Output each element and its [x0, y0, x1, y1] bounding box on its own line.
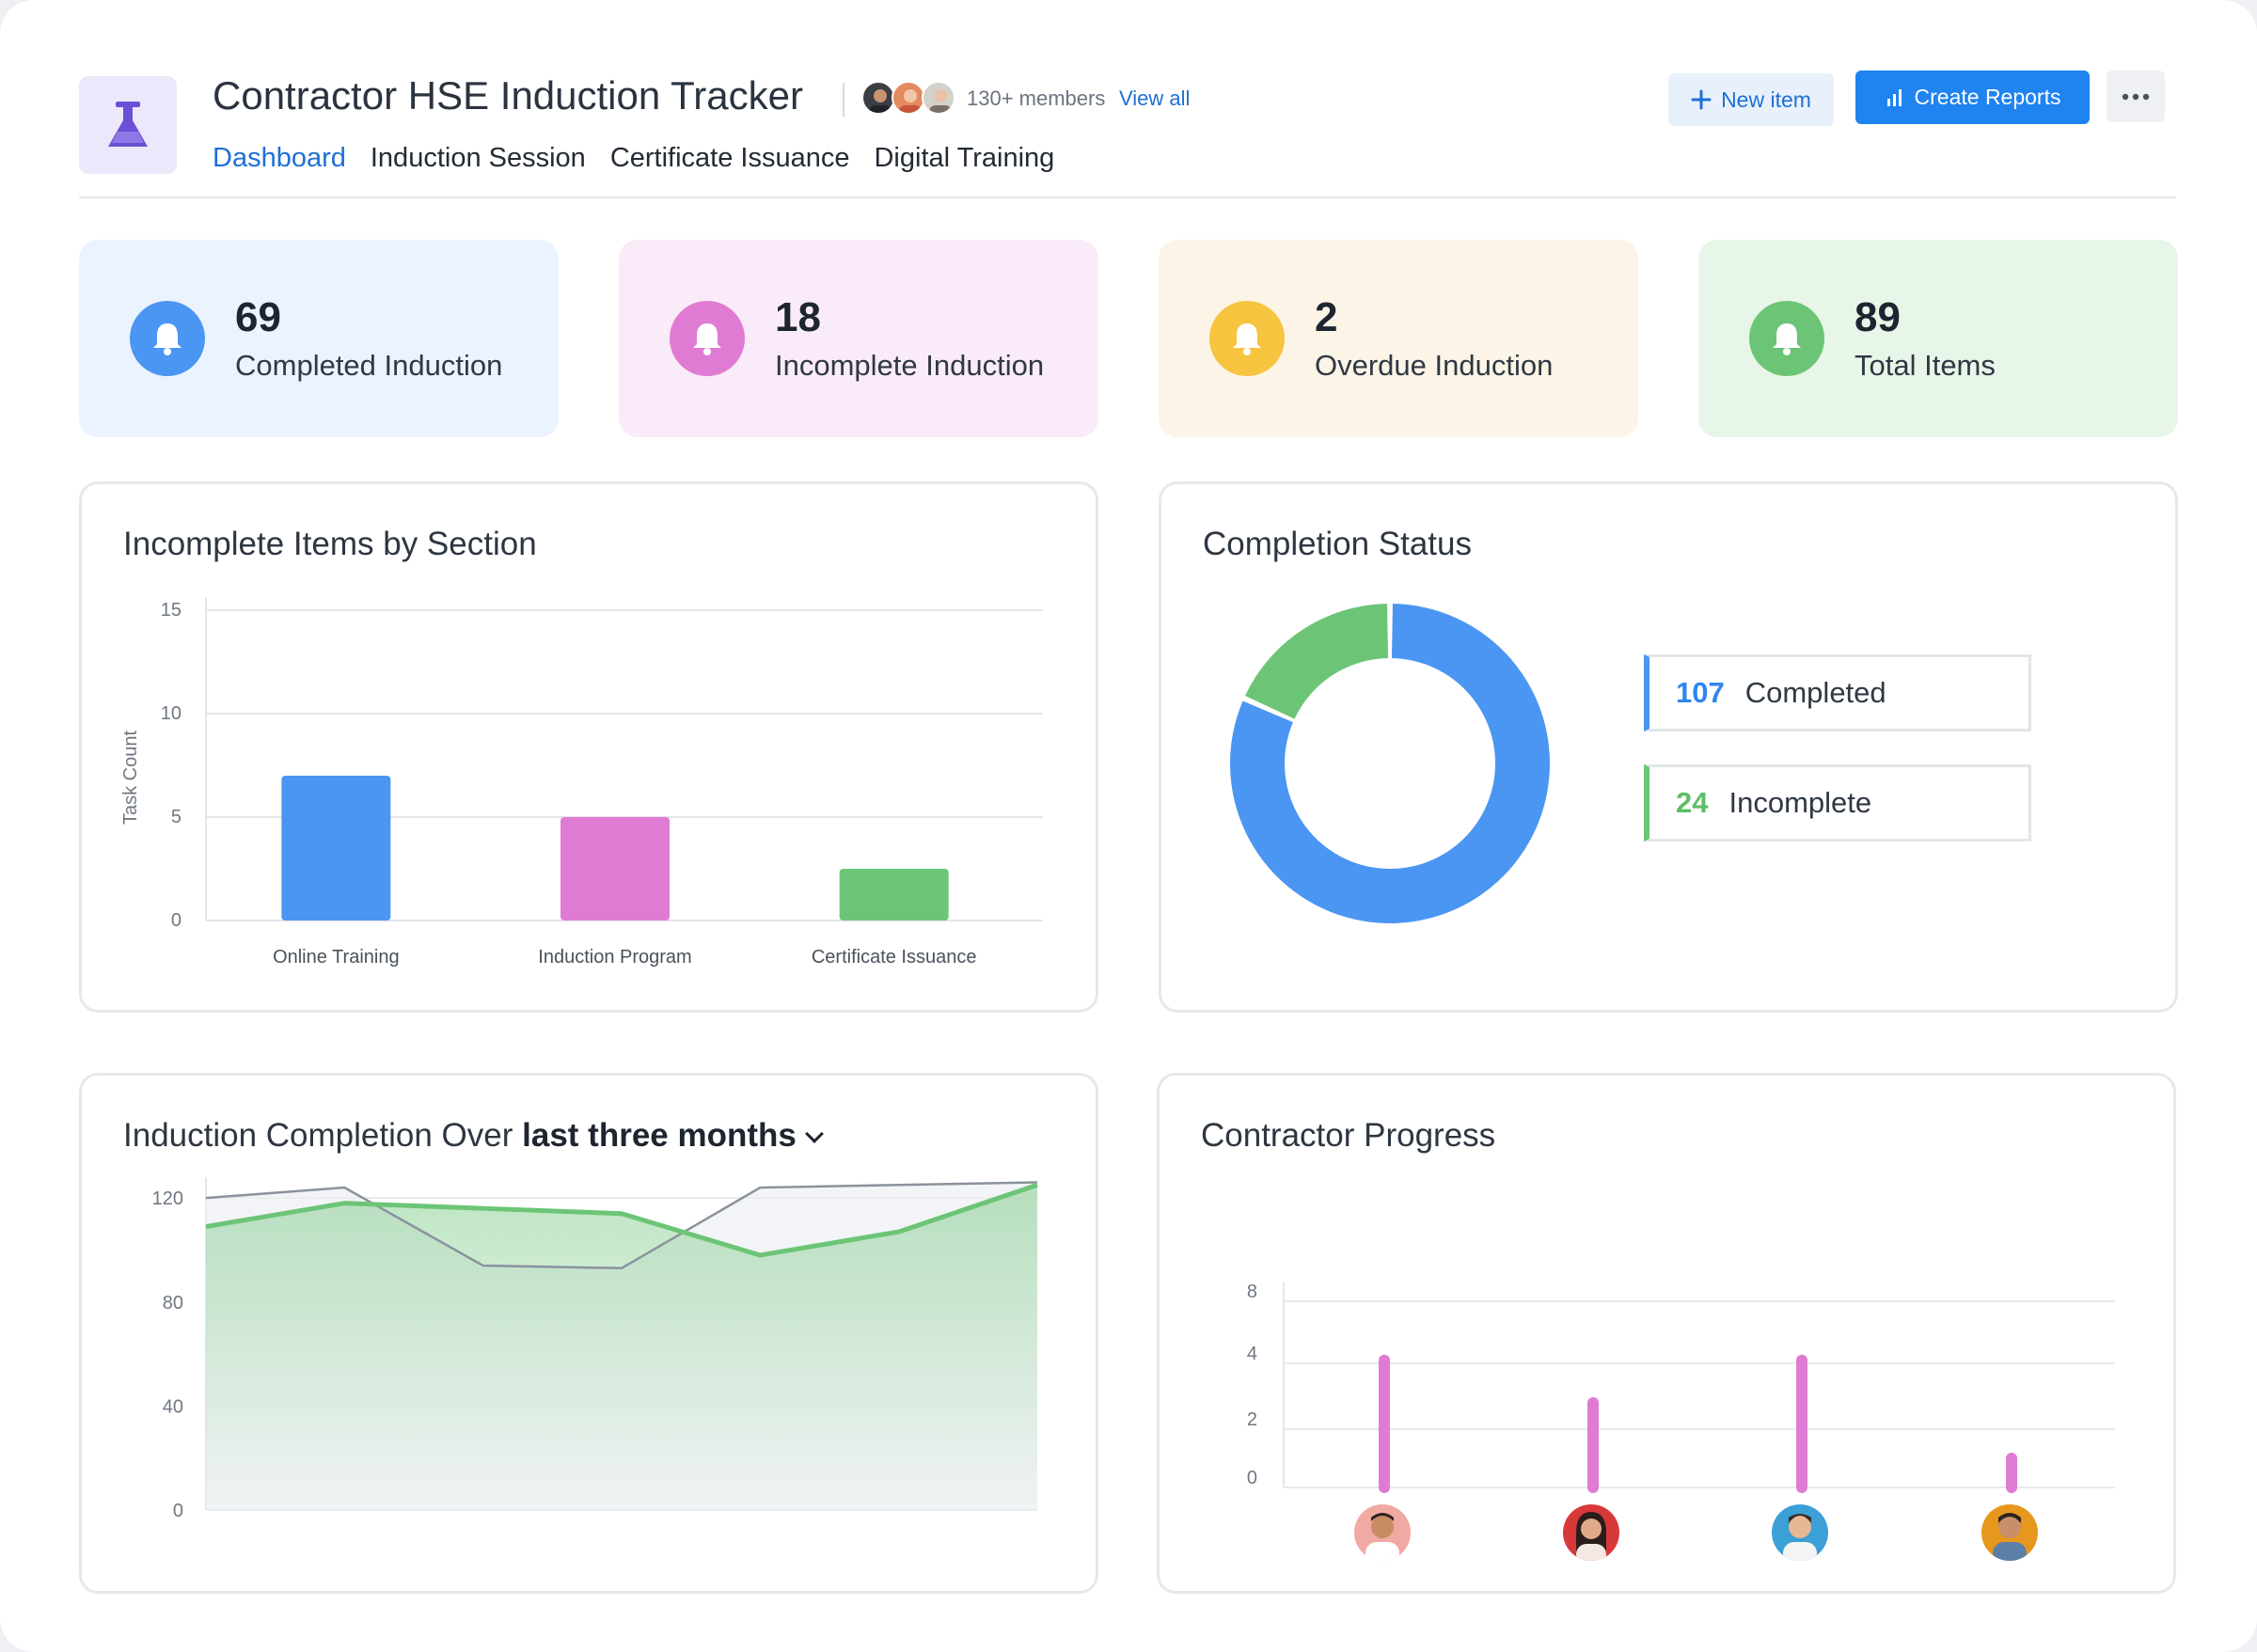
- area-fill-primary: [206, 1185, 1037, 1510]
- x-tick-label: Online Training: [273, 947, 400, 968]
- y-tick-label: 15: [161, 600, 182, 621]
- stat-value: 18: [775, 294, 821, 340]
- y-tick-label: 5: [171, 807, 182, 827]
- tab-induction-session[interactable]: Induction Session: [370, 143, 586, 173]
- plus-icon: [1691, 89, 1712, 110]
- create-reports-button[interactable]: Create Reports: [1855, 71, 2090, 124]
- y-tick-label: 40: [163, 1396, 183, 1417]
- panel-title: Induction Completion Over last three mon…: [123, 1117, 824, 1155]
- legend-label: Incomplete: [1728, 786, 1872, 819]
- tab-certificate-issuance[interactable]: Certificate Issuance: [609, 143, 850, 173]
- stat-value: 2: [1315, 294, 1338, 340]
- y-tick-label: 4: [1247, 1344, 1257, 1364]
- completion-over-panel: Induction Completion Over last three mon…: [79, 1073, 1098, 1594]
- incomplete-by-section-panel: Incomplete Items by Section 0 5 10 15 Task C…: [79, 481, 1098, 1013]
- bar[interactable]: [560, 817, 670, 920]
- member-avatar: [861, 81, 895, 115]
- panel-title-text: Induction Completion Over: [123, 1117, 513, 1154]
- stat-label: Total Items: [1855, 349, 1996, 382]
- legend-label: Completed: [1744, 676, 1886, 709]
- stat-card-overdue[interactable]: 2 Overdue Induction: [1159, 240, 1638, 437]
- tab-dashboard[interactable]: Dashboard: [213, 143, 346, 173]
- create-reports-label: Create Reports: [1914, 85, 2061, 109]
- panel-title: Completion Status: [1203, 526, 1472, 562]
- y-axis-label: Task Count: [120, 731, 141, 825]
- period-dropdown[interactable]: last three months: [522, 1117, 824, 1154]
- contractor-avatar[interactable]: [1354, 1504, 1411, 1561]
- panel-title: Contractor Progress: [1201, 1117, 1496, 1154]
- bar-chart-icon: [1886, 88, 1902, 106]
- app-title: Contractor HSE Induction Tracker: [213, 73, 803, 118]
- y-tick-label: 8: [1247, 1282, 1257, 1302]
- legend-value: 107: [1676, 676, 1725, 709]
- stat-card-completed[interactable]: 69 Completed Induction: [79, 240, 559, 437]
- legend-value: 24: [1676, 786, 1709, 819]
- stat-card-incomplete[interactable]: 18 Incomplete Induction: [619, 240, 1098, 437]
- bell-icon: [1209, 301, 1285, 376]
- more-options-button[interactable]: [2107, 71, 2165, 122]
- legend-completed[interactable]: 107 Completed: [1644, 654, 2031, 732]
- view-all-link[interactable]: View all: [1119, 87, 1191, 110]
- member-count: 130+ members: [967, 87, 1106, 110]
- nav-tabs: Dashboard Induction Session Certificate …: [213, 143, 1054, 174]
- member-avatar: [892, 81, 925, 115]
- completion-status-panel: Completion Status: [1159, 481, 2178, 1013]
- stat-value: 69: [235, 294, 281, 340]
- y-tick-label: 0: [171, 910, 182, 931]
- period-label: last three months: [522, 1117, 797, 1154]
- header-divider: [79, 197, 2176, 198]
- y-tick-label: 0: [1247, 1468, 1257, 1488]
- donut-slice[interactable]: [1230, 604, 1550, 923]
- y-tick-label: 10: [161, 703, 182, 724]
- y-tick-label: 120: [152, 1188, 183, 1209]
- y-tick-label: 2: [1247, 1409, 1257, 1430]
- stat-value: 89: [1855, 294, 1901, 340]
- bell-icon: [670, 301, 745, 376]
- stat-card-total[interactable]: 89 Total Items: [1698, 240, 2178, 437]
- donut-slice[interactable]: [1244, 604, 1389, 719]
- new-item-label: New item: [1721, 87, 1811, 112]
- y-tick-label: 0: [173, 1501, 183, 1521]
- contractor-avatar[interactable]: [1772, 1504, 1828, 1561]
- panel-title: Incomplete Items by Section: [123, 526, 537, 562]
- stat-label: Overdue Induction: [1315, 349, 1554, 382]
- flask-icon: [108, 102, 148, 147]
- completion-over-chart: 0 40 80 120: [152, 1177, 1038, 1521]
- x-tick-label: Certificate Issuance: [812, 947, 977, 968]
- tab-digital-training[interactable]: Digital Training: [874, 143, 1055, 173]
- series-line-primary[interactable]: [205, 1182, 1038, 1258]
- incomplete-by-section-chart: 0 5 10 15 Task Count Online Training Induction…: [120, 597, 1043, 968]
- x-tick-label: Induction Program: [538, 947, 691, 968]
- legend-incomplete[interactable]: 24 Incomplete: [1644, 764, 2031, 842]
- y-tick-label: 80: [163, 1293, 183, 1314]
- more-dots-icon: [2122, 93, 2150, 100]
- series-line-secondary[interactable]: [205, 1181, 1038, 1270]
- app-logo: [79, 76, 177, 174]
- member-avatars[interactable]: [861, 81, 959, 115]
- bell-icon: [1749, 301, 1824, 376]
- bell-icon: [130, 301, 205, 376]
- contractor-progress-chart: 0 2 4 8: [1247, 1282, 2115, 1493]
- completion-status-donut: [1230, 604, 1550, 923]
- stat-label: Completed Induction: [235, 349, 503, 382]
- contractor-avatar[interactable]: [1981, 1504, 2038, 1561]
- bar[interactable]: [839, 869, 949, 920]
- stat-label: Incomplete Induction: [775, 349, 1045, 382]
- title-divider: [843, 83, 844, 117]
- contractor-avatar[interactable]: [1563, 1504, 1619, 1561]
- new-item-button[interactable]: New item: [1668, 73, 1834, 126]
- member-avatar: [922, 81, 955, 115]
- bar[interactable]: [281, 776, 391, 920]
